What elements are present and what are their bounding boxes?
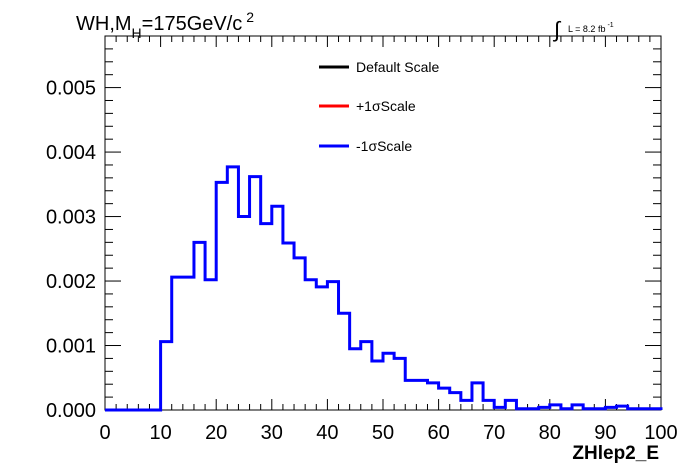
x-tick-label: 100: [644, 422, 677, 444]
legend-entry: -1σScale: [319, 138, 412, 154]
x-tick-label: 50: [372, 422, 394, 444]
x-tick-label: 0: [99, 422, 110, 444]
y-tick-label: 0.001: [46, 336, 96, 358]
title-tail: =175GeV/c: [142, 13, 243, 35]
x-tick-label: 40: [316, 422, 338, 444]
histogram-line: [105, 165, 663, 412]
y-tick-label: 0.004: [46, 142, 96, 164]
x-tick-label: 20: [205, 422, 227, 444]
legend-label: +1σScale: [356, 98, 416, 114]
luminosity-label: L = 8.2 fb -1: [568, 22, 614, 34]
legend: Default Scale +1σScale -1σScale: [319, 59, 439, 154]
y-tick-label: 0.003: [46, 207, 96, 229]
x-tick-label: 90: [594, 422, 616, 444]
x-tick-label: 70: [483, 422, 505, 444]
title-subscript: H: [132, 25, 142, 41]
x-axis-label: ZHlep2_E: [572, 443, 659, 464]
legend-entry: Default Scale: [319, 59, 439, 75]
y-tick-label: 0.000: [46, 400, 96, 422]
chart-title: WH,MH=175GeV/c 2: [76, 9, 254, 41]
x-tick-label: 10: [149, 422, 171, 444]
luminosity-text: L = 8.2 fb: [568, 24, 605, 34]
x-tick-label: 60: [427, 422, 449, 444]
luminosity-integral-symbol: ∫: [552, 17, 562, 42]
title-main: WH,M: [76, 13, 132, 35]
x-tick-label: 80: [539, 422, 561, 444]
legend-entry: +1σScale: [319, 98, 416, 114]
luminosity-superscript: -1: [607, 22, 613, 29]
x-tick-labels: 0 10 20 30 40 50 60 70 80 90 100: [99, 422, 677, 444]
legend-label: Default Scale: [356, 59, 439, 75]
x-tick-label: 30: [261, 422, 283, 444]
axis-ticks: [104, 35, 662, 411]
legend-label: -1σScale: [356, 138, 412, 154]
histogram-series: [105, 165, 663, 412]
y-tick-label: 0.005: [46, 78, 96, 100]
title-superscript: 2: [246, 9, 254, 25]
y-tick-labels: 0.000 0.001 0.002 0.003 0.004 0.005: [46, 78, 96, 422]
y-tick-label: 0.002: [46, 271, 96, 293]
